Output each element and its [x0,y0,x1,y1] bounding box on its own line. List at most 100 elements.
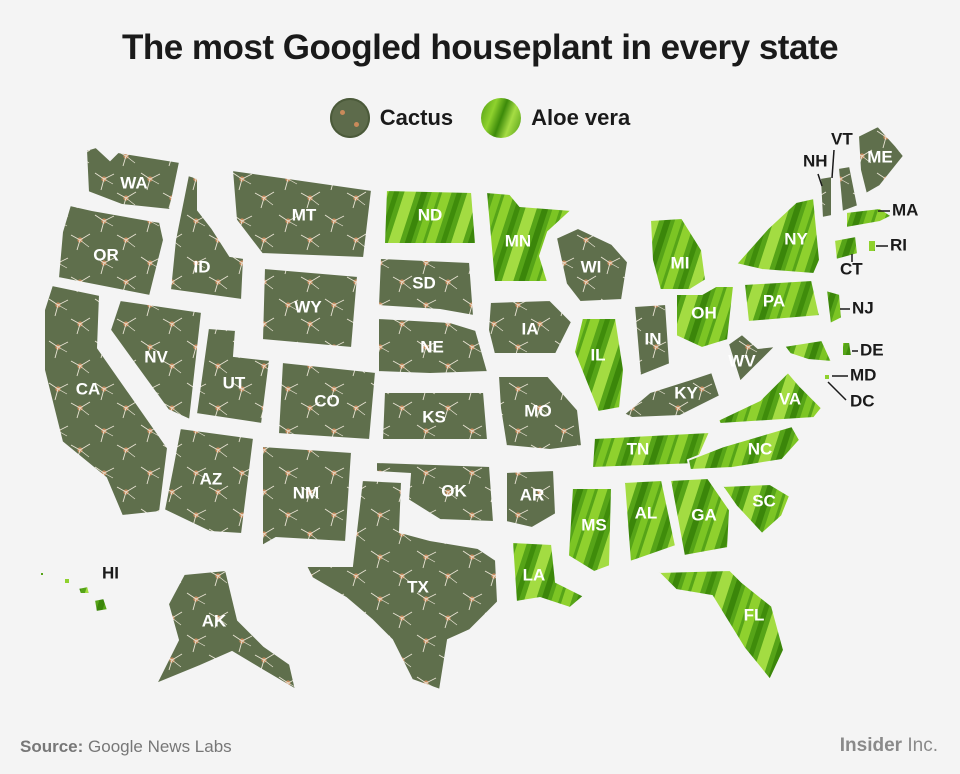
state-label-in: IN [645,329,662,348]
state-label-wv: WV [728,351,756,370]
state-label-ok: OK [441,481,467,500]
state-nm [261,444,354,548]
state-label-ut: UT [223,373,246,392]
state-ut [194,326,272,426]
state-in [632,302,672,378]
state-md [782,338,834,364]
state-wv [726,332,779,384]
state-label-md: MD [850,365,876,384]
state-label-mn: MN [505,231,531,250]
state-il [572,317,626,414]
state-label-tn: TN [627,439,650,458]
state-label-mt: MT [292,205,317,224]
state-mi [648,216,708,291]
state-label-tx: TX [407,577,429,596]
state-nh [836,164,860,214]
state-label-ks: KS [422,407,446,426]
state-ky [622,370,722,420]
legend-label-cactus: Cactus [379,105,454,130]
state-ks [380,391,490,441]
state-label-la: LA [523,565,546,584]
state-label-co: CO [314,391,340,410]
state-label-ri: RI [890,235,907,254]
state-ga [668,476,732,558]
brand-bold: Insider [839,735,903,756]
state-ny [734,196,822,276]
state-al [622,478,678,564]
state-wa [84,145,182,212]
state-fl [655,568,786,682]
callout-line-vt [831,149,835,179]
state-az [162,426,256,536]
state-label-va: VA [779,389,801,408]
aloe-swatch-icon [481,98,522,138]
state-va [716,370,824,426]
state-me [856,124,906,196]
source-note: Source: Google News Labs [20,737,232,757]
state-sd [376,256,476,318]
state-label-de: DE [860,340,884,359]
state-label-ga: GA [691,505,717,524]
brand-rest: Inc. [907,735,938,756]
state-label-dc: DC [850,391,875,410]
state-label-nv: NV [144,347,168,366]
state-label-mo: MO [524,401,551,420]
state-nc [686,424,802,472]
state-sc [720,482,792,536]
state-hi [39,571,110,614]
brand-logo: Insider Inc. [840,735,938,757]
state-de [841,341,854,357]
state-ms [566,487,614,574]
state-label-sc: SC [752,491,776,510]
state-label-ms: MS [581,515,607,534]
source-label: Source: [20,737,84,756]
state-label-sd: SD [412,273,436,292]
state-id [168,173,246,302]
state-vt [818,174,833,220]
state-label-nj: NJ [852,298,874,317]
state-label-pa: PA [763,291,785,310]
state-mo [496,375,584,452]
state-label-fl: FL [744,605,765,624]
state-label-or: OR [93,245,119,264]
state-label-ca: CA [76,379,101,398]
callout-line-nh [817,173,823,187]
state-label-wi: WI [581,257,602,276]
state-ma [845,206,894,230]
state-label-ak: AK [202,611,227,630]
state-wy [260,266,360,350]
state-label-vt: VT [831,129,853,148]
state-label-wy: WY [294,297,322,316]
state-label-ia: IA [522,319,539,338]
state-label-nh: NH [803,151,828,170]
legend-label-aloe: Aloe vera [531,105,631,130]
page-title: The most Googled houseplant in every sta… [121,28,839,67]
state-ne [377,316,490,376]
legend-item-cactus: Cactus [329,98,454,138]
callout-line-dc [827,381,847,401]
state-label-ct: CT [840,259,863,278]
state-wi [554,226,630,304]
state-oh [675,285,736,350]
state-nd [382,188,478,245]
state-label-ky: KY [674,383,698,402]
state-tx [304,478,500,692]
state-label-id: ID [194,257,211,276]
state-ca [43,283,170,518]
state-label-me: ME [867,147,893,166]
state-label-az: AZ [200,469,223,488]
state-label-al: AL [635,503,658,522]
state-or [56,203,166,298]
state-label-hi: HI [102,563,119,582]
legend: Cactus Aloe vera [0,98,960,138]
state-dc [823,373,831,381]
state-mn [484,190,575,283]
legend-item-aloe: Aloe vera [481,98,630,138]
cactus-swatch-icon [329,98,370,138]
state-label-nd: ND [418,205,443,224]
state-label-il: IL [590,345,605,364]
state-label-nc: NC [748,439,773,458]
state-label-ne: NE [420,337,444,356]
state-pa [742,278,822,324]
state-label-nm: NM [293,483,319,502]
